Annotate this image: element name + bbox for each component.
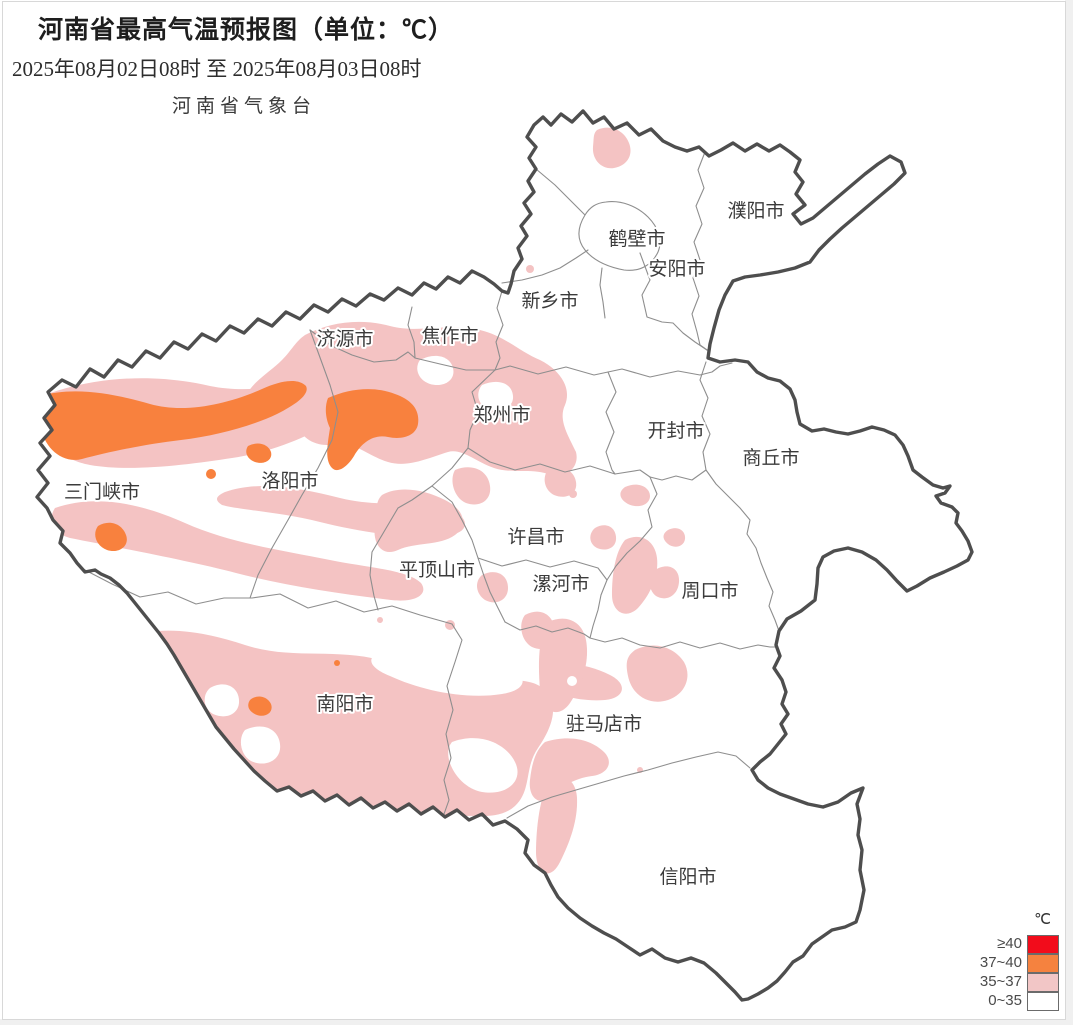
page-margin-right [1065, 0, 1073, 1025]
date-range: 2025年08月02日08时 至 2025年08月03日08时 [12, 57, 422, 81]
city-label-商丘市: 商丘市 [742, 447, 799, 469]
city-label-许昌市: 许昌市 [507, 526, 564, 548]
legend-swatch [1027, 972, 1059, 992]
city-label-新乡市: 新乡市 [521, 290, 578, 312]
city-label-焦作市: 焦作市 [421, 325, 478, 347]
district-borders [84, 151, 780, 819]
temperature-legend: ℃ ≥40 37~40 35~37 0~35 [979, 910, 1059, 1011]
legend-swatch [1027, 991, 1059, 1011]
page-title: 河南省最高气温预报图（单位：℃） [38, 16, 455, 44]
legend-label: 0~35 [988, 992, 1022, 1009]
city-label-鹤壁市: 鹤壁市 [608, 228, 665, 250]
legend-label: 35~37 [979, 973, 1022, 990]
legend-unit: ℃ [1034, 911, 1051, 928]
city-label-南阳市: 南阳市 [316, 693, 373, 715]
source-label: 河南省气象台 [172, 96, 317, 117]
city-label-漯河市: 漯河市 [532, 573, 589, 595]
city-label-郑州市: 郑州市 [473, 404, 530, 426]
city-label-平顶山市: 平顶山市 [399, 559, 475, 581]
city-label-开封市: 开封市 [647, 420, 704, 442]
legend-label: 37~40 [979, 954, 1022, 971]
city-label-三门峡市: 三门峡市 [64, 481, 140, 503]
legend-label: ≥40 [997, 935, 1022, 952]
legend-swatch [1027, 953, 1059, 973]
city-label-濮阳市: 濮阳市 [727, 200, 784, 222]
legend-row: 0~35 [980, 991, 1059, 1011]
city-label-周口市: 周口市 [681, 580, 738, 602]
temp-zone-35-37-patches [44, 127, 688, 874]
city-label-洛阳市: 洛阳市 [261, 470, 318, 492]
city-label-安阳市: 安阳市 [648, 258, 705, 280]
city-label-济源市: 济源市 [316, 328, 373, 350]
city-label-驻马店市: 驻马店市 [566, 713, 642, 735]
temp-zone-0-35-holes [204, 355, 577, 793]
temp-zone-37-40-patches [40, 380, 419, 716]
city-label-信阳市: 信阳市 [659, 866, 716, 888]
page-margin-bottom [0, 1019, 1073, 1025]
legend-row: 37~40 [979, 953, 1059, 973]
legend-row: 35~37 [979, 972, 1059, 992]
legend-swatch [1027, 934, 1059, 954]
legend-row: ≥40 [980, 934, 1059, 954]
legend-rows: ≥40 37~40 35~37 0~35 [979, 934, 1059, 1011]
